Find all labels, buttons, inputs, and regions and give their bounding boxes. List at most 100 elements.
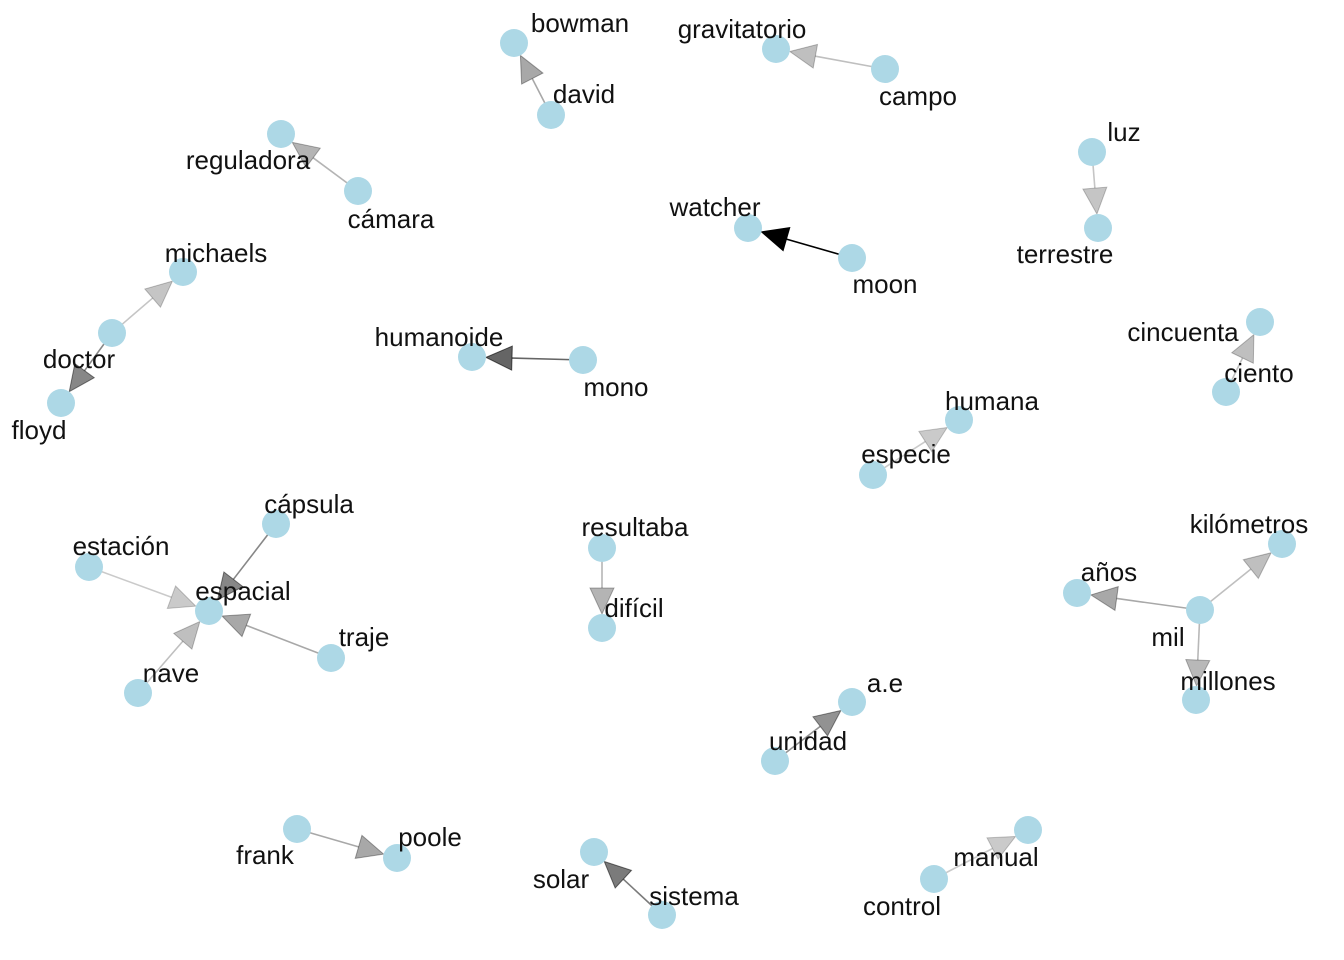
node-moon xyxy=(838,244,866,272)
edge-arrowhead xyxy=(172,620,201,650)
edge-arrowhead xyxy=(917,426,949,453)
edge-arrowhead xyxy=(1242,552,1273,580)
node-humanoide xyxy=(458,343,486,371)
node-label-moon: moon xyxy=(852,269,917,299)
node-sistema xyxy=(648,901,676,929)
edge-arrowhead xyxy=(589,587,615,616)
node-frank xyxy=(283,815,311,843)
node-label-ciento: ciento xyxy=(1224,358,1293,388)
node-label-mono: mono xyxy=(583,372,648,402)
node-anos xyxy=(1063,579,1091,607)
node-label-nave: nave xyxy=(143,658,199,688)
edge-arrowhead xyxy=(603,860,633,889)
node-label-floyd: floyd xyxy=(12,415,67,445)
node-espacial xyxy=(195,597,223,625)
node-reguladora xyxy=(267,120,295,148)
node-kilometros xyxy=(1268,530,1296,558)
node-camara xyxy=(344,177,372,205)
node-solar xyxy=(580,838,608,866)
node-traje xyxy=(317,644,345,672)
node-bowman xyxy=(500,29,528,57)
node-label-resultaba: resultaba xyxy=(582,512,689,542)
node-label-millones: millones xyxy=(1180,666,1275,696)
node-mono xyxy=(569,346,597,374)
edge-arrowhead xyxy=(812,709,842,737)
edge-arrowhead xyxy=(1089,585,1119,612)
node-capsula xyxy=(262,510,290,538)
node-watcher xyxy=(734,214,762,242)
node-estacion xyxy=(75,553,103,581)
edge-arrowhead xyxy=(216,571,244,601)
edge-arrowhead xyxy=(484,345,513,371)
node-label-frank: frank xyxy=(236,840,295,870)
node-label-campo: campo xyxy=(879,81,957,111)
node-label-anos: años xyxy=(1081,557,1137,587)
edge-mil-anos xyxy=(1089,585,1201,612)
node-label-manual: manual xyxy=(953,842,1038,872)
edge-arrowhead xyxy=(291,141,322,169)
node-label-capsula: cápsula xyxy=(264,489,354,519)
edge-moon-watcher xyxy=(760,226,853,259)
edge-estacion-espacial xyxy=(88,566,197,610)
node-luz xyxy=(1078,138,1106,166)
node-michaels xyxy=(169,258,197,286)
node-layer xyxy=(47,29,1296,929)
edge-arrowhead xyxy=(1230,333,1255,365)
node-nave xyxy=(124,679,152,707)
edge-arrowhead xyxy=(1082,186,1108,216)
edge-arrowhead xyxy=(1185,658,1211,688)
node-label-humana: humana xyxy=(945,386,1039,416)
node-label-mil: mil xyxy=(1151,622,1184,652)
edge-campo-gravitatorio xyxy=(788,43,886,70)
node-label-reguladora: reguladora xyxy=(186,145,311,175)
edge-arrowhead xyxy=(986,835,1017,861)
node-millones xyxy=(1182,686,1210,714)
edge-arrowhead xyxy=(519,54,544,85)
node-label-sistema: sistema xyxy=(649,881,739,911)
node-dificil xyxy=(588,614,616,642)
label-layer: bowman david gravitatorio campo reguladora cá… xyxy=(12,8,1309,921)
node-label-humanoide: humanoide xyxy=(375,322,504,352)
node-resultaba xyxy=(588,534,616,562)
node-label-gravitatorio: gravitatorio xyxy=(678,14,807,44)
node-terrestre xyxy=(1084,214,1112,242)
node-label-control: control xyxy=(863,891,941,921)
edge-line xyxy=(1116,597,1201,611)
edge-arrowhead xyxy=(220,613,252,638)
edge-traje-espacial xyxy=(220,613,332,659)
node-cincuenta xyxy=(1246,308,1274,336)
node-label-estacion: estación xyxy=(73,531,170,561)
node-especie xyxy=(859,461,887,489)
edge-arrowhead xyxy=(68,362,96,393)
node-label-espacial: espacial xyxy=(195,576,290,606)
node-label-bowman: bowman xyxy=(531,8,629,38)
edge-arrowhead xyxy=(788,43,819,69)
node-manual xyxy=(1014,816,1042,844)
edge-arrowhead xyxy=(143,280,174,309)
node-label-ae: a.e xyxy=(867,668,903,698)
node-label-kilometros: kilómetros xyxy=(1190,509,1308,539)
node-campo xyxy=(871,55,899,83)
node-david xyxy=(537,101,565,129)
node-label-david: david xyxy=(553,79,615,109)
node-label-especie: especie xyxy=(861,439,951,469)
node-control xyxy=(920,865,948,893)
edge-layer xyxy=(68,43,1273,916)
node-ae xyxy=(838,688,866,716)
node-unidad xyxy=(761,747,789,775)
node-poole xyxy=(383,844,411,872)
node-label-solar: solar xyxy=(533,864,590,894)
node-ciento xyxy=(1212,378,1240,406)
node-label-dificil: difícil xyxy=(604,593,663,623)
node-mil xyxy=(1186,596,1214,624)
node-label-camara: cámara xyxy=(348,204,435,234)
node-humana xyxy=(945,406,973,434)
node-label-terrestre: terrestre xyxy=(1017,239,1114,269)
node-label-watcher: watcher xyxy=(668,192,760,222)
node-label-traje: traje xyxy=(339,622,390,652)
node-label-cincuenta: cincuenta xyxy=(1127,317,1239,347)
node-doctor xyxy=(98,319,126,347)
node-label-michaels: michaels xyxy=(165,238,268,268)
node-label-luz: luz xyxy=(1107,117,1140,147)
